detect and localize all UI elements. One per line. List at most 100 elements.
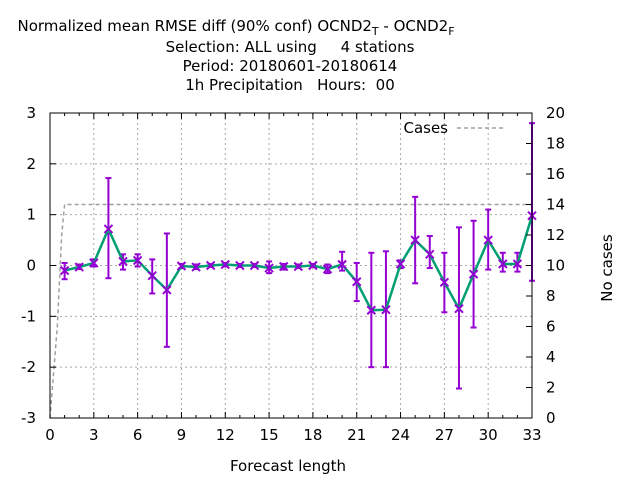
errorbars (61, 122, 535, 390)
data-point (118, 256, 128, 267)
data-point (483, 235, 493, 245)
x-tick-label: 0 (45, 426, 55, 444)
data-point (366, 305, 377, 315)
data-point (498, 259, 508, 269)
data-point-marker-b (425, 249, 435, 260)
x-tick-label: 21 (347, 426, 366, 444)
data-point-marker-b (454, 304, 464, 314)
x-axis-label: Forecast length (230, 457, 346, 475)
data-point-marker-b (381, 305, 391, 315)
tick-labels: 0 3 6 9 12 15 18 21 24 27 30 33-3-2-101230246810121… (21, 104, 565, 444)
data-point-marker-b (264, 263, 274, 273)
data-point-marker-b (132, 255, 143, 266)
data-point (322, 264, 333, 274)
data-point-marker-b (176, 261, 187, 271)
data-point-marker-b (249, 260, 260, 271)
data-point-marker-b (322, 264, 333, 274)
axes (49, 112, 533, 419)
x-tick-label: 12 (216, 426, 235, 444)
title-line-1: Normalized mean RMSE diff (90% conf) OCN… (17, 17, 454, 38)
x-tick-label: 27 (435, 426, 454, 444)
data-point-marker-b (337, 259, 347, 270)
data-point-marker-b (483, 235, 493, 245)
data-point (410, 235, 420, 245)
data-point-marker-b (59, 265, 70, 276)
data-point-marker-b (410, 235, 420, 245)
data-point (454, 304, 464, 314)
y2-tick-label: 2 (546, 379, 556, 397)
data-point-marker-b (118, 256, 128, 267)
data-point (235, 260, 245, 271)
data-point-marker-b (278, 261, 289, 272)
data-point (425, 249, 435, 260)
data-point-marker-b (439, 277, 450, 287)
y-tick-label: -3 (21, 409, 36, 427)
data-point-marker-b (147, 270, 157, 281)
data-point-marker-b (352, 277, 362, 287)
y2-tick-label: 4 (546, 348, 556, 366)
data-point (176, 261, 187, 271)
data-point-marker-b (220, 259, 230, 270)
data-point (293, 261, 304, 272)
data-point (249, 260, 260, 271)
x-tick-label: 9 (177, 426, 187, 444)
y2-tick-label: 14 (546, 196, 565, 214)
data-point (278, 261, 289, 272)
data-point (147, 270, 157, 281)
data-point (59, 265, 70, 276)
title-subscript-t: T (371, 25, 379, 38)
data-point (381, 305, 391, 315)
data-point-marker-b (89, 258, 99, 268)
title-line-4: 1h Precipitation Hours: 00 (185, 76, 395, 94)
data-point (162, 285, 172, 295)
grid (50, 113, 532, 418)
title-line-3: Period: 20180601-20180614 (183, 57, 398, 75)
data-point (395, 259, 406, 269)
data-point (337, 259, 347, 270)
data-point (220, 259, 230, 270)
legend-cases-label: Cases (403, 119, 448, 137)
data-point-marker-b (191, 262, 201, 272)
y-tick-label: 0 (26, 257, 36, 275)
data-point (512, 259, 523, 269)
data-point (132, 255, 143, 266)
data-point-marker-b (162, 285, 172, 295)
data-point-marker-b (103, 224, 114, 234)
main-series (59, 210, 537, 315)
y-tick-label: -1 (21, 307, 36, 325)
y-tick-label: 2 (26, 155, 36, 173)
y2-tick-label: 6 (546, 318, 556, 336)
data-point (308, 260, 318, 271)
title-line-2: Selection: ALL using 4 stations (166, 38, 415, 56)
title-subscript-f: F (448, 25, 454, 38)
y2-tick-label: 12 (546, 226, 565, 244)
data-point-marker-b (468, 269, 479, 279)
y-tick-label: 1 (26, 206, 36, 224)
data-point-marker-b (366, 305, 377, 315)
y2-tick-label: 16 (546, 165, 565, 183)
x-tick-label: 18 (303, 426, 322, 444)
data-point-marker-b (498, 259, 508, 269)
data-point (205, 260, 216, 271)
data-point-marker-b (205, 260, 216, 271)
x-tick-label: 15 (260, 426, 279, 444)
data-point-marker-b (308, 260, 318, 271)
cases-line (49, 203, 532, 419)
y2-tick-label: 8 (546, 287, 556, 305)
data-point-marker-b (74, 262, 84, 272)
data-point (89, 258, 99, 268)
data-point (264, 263, 274, 273)
y-tick-label: 3 (26, 104, 36, 122)
y2-axis-label: No cases (598, 234, 616, 302)
data-point-marker-b (293, 261, 304, 272)
cases-series (49, 203, 532, 419)
x-tick-label: 6 (133, 426, 143, 444)
x-tick-label: 24 (391, 426, 410, 444)
data-point (103, 224, 114, 234)
data-point (352, 277, 362, 287)
data-point (439, 277, 450, 287)
x-tick-label: 33 (522, 426, 541, 444)
data-point-marker-b (235, 260, 245, 271)
data-point-marker-b (512, 259, 523, 269)
